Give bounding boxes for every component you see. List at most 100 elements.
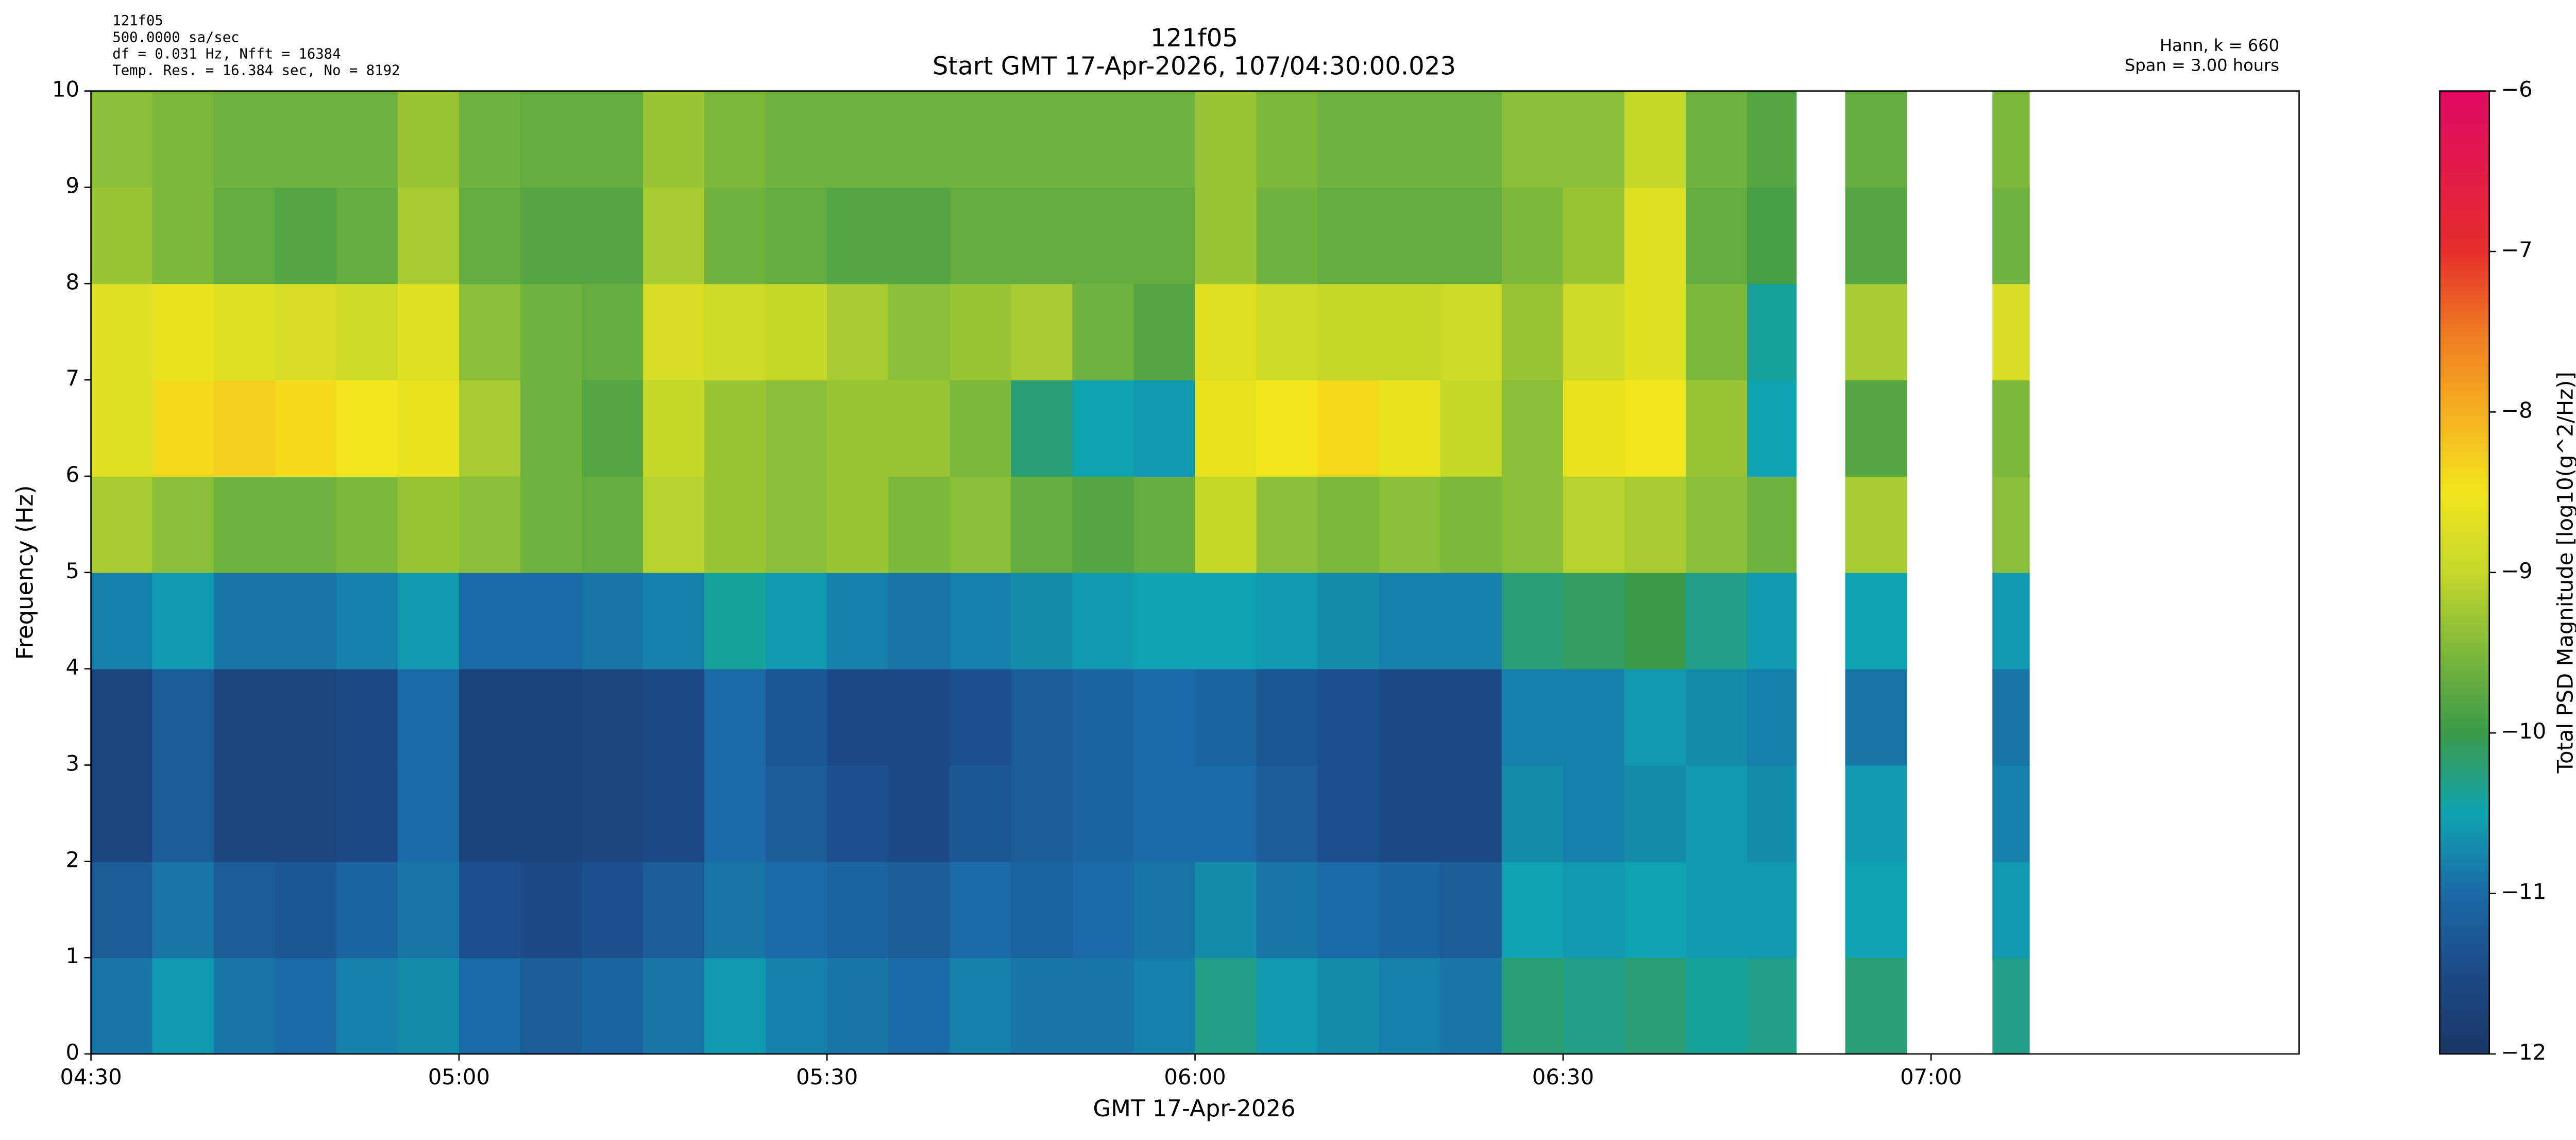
heatmap-cell bbox=[1501, 476, 1564, 573]
heatmap-cell bbox=[1195, 861, 1257, 959]
heatmap-cell bbox=[1624, 476, 1686, 573]
heatmap-cell bbox=[275, 283, 337, 381]
heatmap-cell bbox=[152, 187, 214, 284]
heatmap-cell bbox=[91, 861, 153, 959]
heatmap-cell bbox=[1379, 861, 1441, 959]
heatmap-cell bbox=[1440, 572, 1502, 669]
colorbar-tick-label: −6 bbox=[2501, 77, 2533, 102]
heatmap-cell bbox=[766, 765, 828, 862]
heatmap-cell bbox=[91, 91, 153, 188]
heatmap-cell bbox=[520, 668, 582, 766]
heatmap-cell bbox=[1379, 572, 1441, 669]
colorbar-tick-label: −9 bbox=[2501, 558, 2533, 583]
heatmap-cell bbox=[1747, 91, 1797, 188]
heatmap-cell bbox=[827, 668, 889, 766]
heatmap-cell bbox=[766, 572, 828, 669]
heatmap-cell bbox=[1845, 476, 1907, 573]
heatmap-cell bbox=[459, 572, 521, 669]
heatmap-cell bbox=[275, 187, 337, 284]
heatmap-cell bbox=[1011, 476, 1073, 573]
heatmap-cell bbox=[1992, 187, 2030, 284]
heatmap-cell bbox=[766, 91, 828, 188]
heatmap-cell bbox=[1317, 958, 1380, 1055]
heatmap-cell bbox=[1747, 187, 1797, 284]
heatmap-cell bbox=[336, 380, 398, 477]
heatmap-cell bbox=[643, 476, 705, 573]
heatmap-cell bbox=[275, 476, 337, 573]
heatmap-cell bbox=[1501, 958, 1564, 1055]
heatmap-cell bbox=[520, 958, 582, 1055]
heatmap-cell bbox=[520, 187, 582, 284]
heatmap-cell bbox=[888, 668, 951, 766]
heatmap-cell bbox=[520, 765, 582, 862]
annotation: Hann, k = 660 bbox=[2160, 36, 2279, 55]
heatmap-cell bbox=[582, 958, 644, 1055]
heatmap-cell bbox=[1440, 861, 1502, 959]
heatmap-cell bbox=[1011, 861, 1073, 959]
heatmap-cell bbox=[1563, 765, 1625, 862]
heatmap-cell bbox=[275, 380, 337, 477]
heatmap-cell bbox=[1440, 380, 1502, 477]
heatmap-cell bbox=[336, 91, 398, 188]
heatmap-cell bbox=[1072, 187, 1134, 284]
heatmap-cell bbox=[1563, 187, 1625, 284]
heatmap-cell bbox=[1747, 958, 1797, 1055]
colorbar-tick-label: −7 bbox=[2501, 237, 2533, 262]
heatmap-cell bbox=[1195, 668, 1257, 766]
heatmap-cell bbox=[766, 380, 828, 477]
heatmap-cell bbox=[336, 958, 398, 1055]
heatmap-cell bbox=[704, 91, 767, 188]
heatmap-cell bbox=[152, 476, 214, 573]
heatmap-cell bbox=[1440, 91, 1502, 188]
y-tick-label: 1 bbox=[66, 943, 80, 968]
heatmap-cell bbox=[397, 380, 460, 477]
heatmap-cell bbox=[827, 572, 889, 669]
x-tick-label: 05:30 bbox=[796, 1064, 858, 1089]
heatmap-cell bbox=[520, 283, 582, 381]
y-axis-label: Frequency (Hz) bbox=[11, 485, 38, 660]
heatmap-cell bbox=[1685, 91, 1748, 188]
heatmap-cell bbox=[459, 668, 521, 766]
heatmap-cell bbox=[1256, 765, 1318, 862]
heatmap-cell bbox=[1133, 476, 1196, 573]
heatmap-cell bbox=[1440, 958, 1502, 1055]
heatmap-cell bbox=[1440, 765, 1502, 862]
heatmap-cell bbox=[1317, 187, 1380, 284]
heatmap-cell bbox=[152, 380, 214, 477]
heatmap-cell bbox=[1072, 572, 1134, 669]
heatmap-cell bbox=[459, 476, 521, 573]
heatmap-cell bbox=[766, 283, 828, 381]
heatmap-cell bbox=[91, 765, 153, 862]
heatmap-cell bbox=[1133, 187, 1196, 284]
heatmap-cell bbox=[1685, 572, 1748, 669]
heatmap-cell bbox=[827, 283, 889, 381]
heatmap-cell bbox=[1624, 91, 1686, 188]
heatmap-cell bbox=[1256, 958, 1318, 1055]
heatmap-cell bbox=[582, 572, 644, 669]
heatmap-cell bbox=[1011, 958, 1073, 1055]
heatmap-cell bbox=[1845, 187, 1907, 284]
heatmap-cell bbox=[643, 668, 705, 766]
heatmap-cell bbox=[1317, 476, 1380, 573]
heatmap-cell bbox=[1011, 283, 1073, 381]
heatmap-cell bbox=[91, 283, 153, 381]
heatmap-cell bbox=[520, 380, 582, 477]
heatmap-cell bbox=[1685, 958, 1748, 1055]
heatmap-cell bbox=[91, 476, 153, 573]
heatmap-cell bbox=[1747, 572, 1797, 669]
heatmap-cell bbox=[1256, 861, 1318, 959]
heatmap-cell bbox=[888, 861, 951, 959]
heatmap-cell bbox=[766, 476, 828, 573]
heatmap-cell bbox=[213, 91, 276, 188]
heatmap-cell bbox=[888, 572, 951, 669]
heatmap-cell bbox=[1317, 380, 1380, 477]
heatmap-cell bbox=[1317, 283, 1380, 381]
heatmap-cell bbox=[1011, 380, 1073, 477]
heatmap-cell bbox=[1195, 187, 1257, 284]
heatmap-cell bbox=[582, 765, 644, 862]
heatmap-cell bbox=[397, 283, 460, 381]
heatmap-cell bbox=[1501, 91, 1564, 188]
colorbar-tick-label: −8 bbox=[2501, 397, 2533, 423]
heatmap-cell bbox=[582, 283, 644, 381]
heatmap-cell bbox=[1563, 283, 1625, 381]
